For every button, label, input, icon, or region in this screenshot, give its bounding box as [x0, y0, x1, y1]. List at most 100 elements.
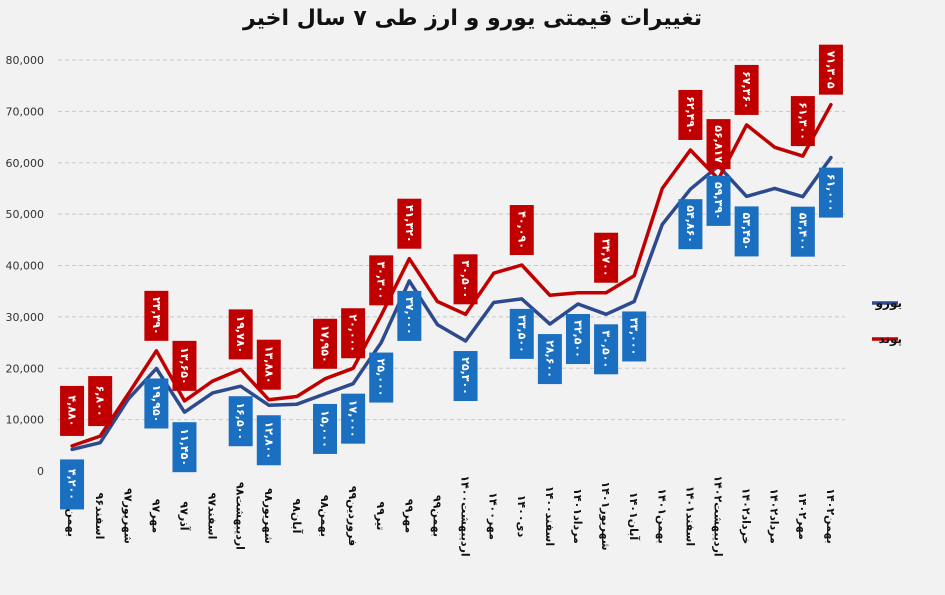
euro-data-label: ۳۳,۰۰۰	[622, 311, 647, 362]
data-label-box	[537, 334, 562, 385]
data-label-text: ۲۰,۰۰۰	[347, 314, 360, 352]
data-label-text: ۴۰,۰۹۰	[515, 211, 528, 249]
euro-data-label: ۵۳,۴۵۰	[734, 206, 759, 257]
x-tick-label: خرداد۱۴۰۲	[740, 488, 753, 545]
data-label-text: ۱۳,۸۸۰	[262, 346, 275, 384]
data-label-box	[706, 119, 731, 170]
data-label-box	[678, 199, 703, 250]
euro-data-label: ۴,۲۰۰	[60, 459, 85, 510]
x-tick-label: اردیبهشت۱۴۰۲	[712, 475, 725, 556]
data-label-box	[397, 290, 422, 341]
data-label-text: ۱۷,۹۵۰	[319, 325, 332, 363]
pound-data-label: ۵۶,۸۱۷	[706, 119, 731, 170]
data-label-box	[88, 376, 113, 427]
x-tick-label: اسفند۹۷	[206, 493, 219, 540]
euro-data-label: ۳۳,۵۰۰	[509, 308, 534, 359]
x-tick-label: بهمن۱۴۰۱	[655, 488, 668, 544]
data-label-box	[397, 198, 422, 249]
data-label-text: ۶۱,۰۰۰	[824, 174, 837, 212]
x-tick-label: مهر۱۴۰۲	[796, 492, 809, 540]
data-label-box	[313, 403, 338, 454]
data-label-box	[734, 206, 759, 257]
x-tick-label: بهمن۱۴۰۲	[824, 488, 837, 544]
x-tick-label: مرداد۱۴۰۲	[768, 488, 781, 544]
data-label-text: ۱۵,۰۰۰	[319, 410, 332, 448]
euro-data-label: ۵۹,۳۹۰	[706, 175, 731, 226]
data-label-text: ۱۳,۶۵۰	[178, 347, 191, 385]
data-label-text: ۷۱,۳۰۵	[824, 51, 837, 89]
data-label-text: ۴,۲۰۰	[66, 469, 79, 500]
data-label-box	[172, 422, 197, 473]
data-label-box	[678, 89, 703, 140]
euro-data-label: ۱۱,۴۵۰	[172, 422, 197, 473]
legend-pound-label: پوند	[879, 332, 902, 347]
pound-series-line	[70, 102, 833, 448]
x-tick-label: تیر۹۹	[374, 502, 387, 531]
data-label-text: ۱۷,۰۰۰	[347, 400, 360, 438]
pound-data-label: ۱۷,۹۵۰	[313, 318, 338, 369]
data-label-text: ۵۳,۴۵۰	[740, 213, 753, 251]
euro-data-label: ۳۲,۵۰۰	[565, 314, 590, 365]
pound-data-label: ۴,۸۸۰	[60, 385, 85, 436]
data-label-text: ۱۶,۵۰۰	[234, 402, 247, 440]
data-label-box	[790, 96, 815, 147]
pound-data-label: ۱۳,۶۵۰	[172, 340, 197, 391]
pound-data-label: ۴۰,۰۹۰	[509, 205, 534, 256]
x-tick-label: اردیبهشت۱۴۰۰	[459, 475, 472, 556]
data-label-text: ۶۲,۴۹۰	[684, 96, 697, 134]
data-label-text: ۲۳,۳۹۰	[150, 297, 163, 335]
pound-data-label: ۱۳,۸۸۰	[256, 339, 281, 390]
euro-data-label: ۲۵,۰۰۰	[369, 352, 394, 403]
data-label-text: ۶,۸۰۰	[94, 386, 107, 417]
data-label-box	[706, 175, 731, 226]
x-tick-label: شهریور۹۷	[121, 488, 134, 544]
y-tick-label: 10,000	[6, 414, 45, 427]
x-tick-label: اسفند۱۴۰۰	[543, 486, 556, 546]
euro-data-label: ۳۰,۵۰۰	[594, 324, 619, 375]
pound-data-label: ۲۰,۰۰۰	[341, 308, 366, 359]
data-label-box	[256, 415, 281, 466]
data-label-box	[144, 290, 169, 341]
data-label-text: ۵۹,۳۹۰	[712, 182, 725, 220]
euro-data-label: ۱۶,۵۰۰	[228, 396, 253, 447]
y-tick-label: 70,000	[6, 105, 45, 118]
data-label-box	[172, 340, 197, 391]
pound-data-label: ۶۲,۴۹۰	[678, 89, 703, 140]
pound-data-label: ۷۱,۳۰۵	[818, 44, 843, 95]
data-label-box	[622, 311, 647, 362]
euro-series-line	[70, 155, 833, 452]
y-tick-label: 20,000	[6, 362, 45, 375]
data-label-box	[594, 324, 619, 375]
euro-data-label: ۶۱,۰۰۰	[818, 167, 843, 218]
data-label-box	[509, 205, 534, 256]
data-label-text: ۲۵,۳۰۰	[459, 357, 472, 395]
data-label-box	[369, 255, 394, 306]
data-label-text: ۳۰,۵۰۰	[600, 330, 613, 368]
data-label-box	[509, 308, 534, 359]
pound-data-label: ۶,۸۰۰	[88, 376, 113, 427]
x-tick-label: شهریور۹۸	[262, 488, 275, 544]
data-label-box	[256, 339, 281, 390]
x-tick-label: بهمن۹۸	[318, 495, 331, 537]
pound-data-label: ۳۰,۳۰۰	[369, 255, 394, 306]
data-label-text: ۴۱,۳۲۰	[403, 205, 416, 243]
x-tick-label: اسفند۱۴۰۱	[683, 486, 696, 546]
x-tick-label: اردیبهشت۹۸	[234, 482, 247, 550]
pound-data-label: ۴۱,۳۲۰	[397, 198, 422, 249]
data-label-text: ۳۰,۳۰۰	[375, 261, 388, 299]
pound-data-label: ۶۱,۳۰۰	[790, 96, 815, 147]
y-tick-label: 50,000	[6, 208, 45, 221]
pound-data-label: ۲۳,۳۹۰	[144, 290, 169, 341]
x-tick-label: شهریور۱۴۰۱	[599, 481, 612, 550]
data-label-text: ۵۶,۸۱۷	[712, 125, 725, 163]
data-label-box	[341, 393, 366, 444]
data-label-box	[734, 64, 759, 115]
chart-title: تغییرات قیمتی یورو و ارز طی ۷ سال اخیر	[242, 6, 703, 31]
data-label-text: ۳۴,۷۰۰	[600, 239, 613, 277]
pound-data-label: ۳۰,۵۰۰	[453, 254, 478, 305]
y-tick-label: 60,000	[6, 157, 45, 170]
x-tick-label: مهر۱۴۰۰	[487, 492, 500, 540]
pound-data-label: ۶۷,۳۶۰	[734, 64, 759, 115]
pound-data-label: ۱۹,۷۸۰	[228, 309, 253, 360]
y-tick-label: 0	[37, 465, 44, 478]
